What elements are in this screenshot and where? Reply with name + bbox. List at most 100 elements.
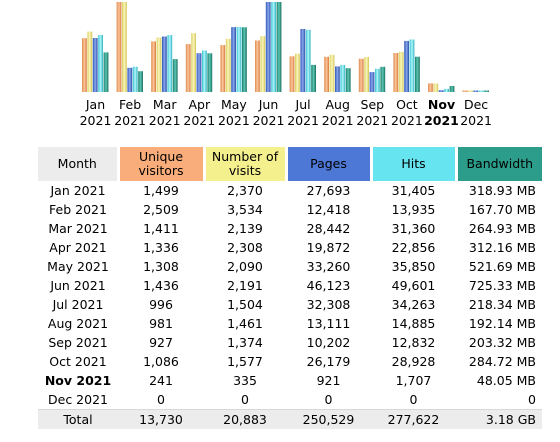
bar-sep-series-4 [380, 66, 386, 92]
bar-jan-series-2 [92, 38, 98, 92]
bar-dec-series-4 [484, 90, 489, 92]
bar-oct-series-3 [409, 39, 415, 92]
cell-hits: 35,850 [391, 259, 436, 274]
bar-aug-series-3 [340, 65, 346, 92]
monthly-stats-table: Month Unique visitors Number of visits P… [38, 147, 542, 429]
cell-month: May 2021 [47, 259, 109, 274]
cell-visits: 335 [233, 373, 257, 388]
header-number-of-visits: Number of visits [204, 147, 288, 181]
tick-label-year: 2021 [322, 113, 354, 128]
cell-hits: 13,935 [391, 202, 436, 217]
bar-apr-series-1 [191, 33, 196, 92]
bar-mar-series-0 [151, 41, 156, 92]
table-row: Sep 2021 927 1,374 10,202 12,832 203.32 MB [38, 333, 542, 352]
cell-pages: 27,693 [306, 183, 351, 198]
bar-may-series-3 [236, 27, 242, 92]
cell-visits: 3,534 [227, 202, 263, 217]
table-row: Aug 2021 981 1,461 13,111 14,885 192.14 MB [38, 314, 542, 333]
cell-visitors: 0 [157, 392, 165, 407]
cell-visitors: 996 [149, 297, 173, 312]
cell-visits: 1,461 [227, 316, 263, 331]
cell-pages: 33,260 [306, 259, 351, 274]
tick-label-year: 2021 [218, 113, 250, 128]
bar-nov-series-1 [433, 83, 439, 92]
bar-apr-series-2 [196, 53, 202, 92]
table-row: Jun 2021 1,436 2,191 46,123 49,601 725.33 MB [38, 276, 542, 295]
tick-label-year: 2021 [253, 113, 285, 128]
tick-label-month: Jul [295, 97, 311, 112]
tick-label-year: 2021 [424, 113, 459, 128]
bar-oct-series-2 [404, 40, 409, 92]
table-row: Feb 2021 2,509 3,534 12,418 13,935 167.70 MB [38, 200, 542, 219]
total-pages: 250,529 [286, 409, 371, 429]
cell-month: Jul 2021 [52, 297, 104, 312]
tick-label-month: Oct [396, 97, 418, 112]
bar-jul-series-3 [305, 29, 311, 92]
cell-bandwidth: 48.05 MB [476, 373, 536, 388]
table-header-row: Month Unique visitors Number of visits P… [38, 147, 542, 181]
bar-jan-series-0 [82, 38, 87, 92]
bar-feb-series-0 [116, 2, 122, 92]
bar-mar-series-1 [156, 37, 162, 92]
bar-jun-series-0 [255, 40, 260, 92]
bar-may-series-0 [220, 45, 226, 92]
cell-hits: 22,856 [391, 240, 436, 255]
cell-bandwidth: 192.14 MB [468, 316, 536, 331]
bar-oct-series-4 [415, 56, 420, 92]
bar-jul-series-1 [295, 53, 300, 92]
bar-jul-series-4 [311, 64, 316, 92]
cell-visitors: 1,308 [143, 259, 179, 274]
cell-visits: 0 [241, 392, 249, 407]
cell-visits: 1,577 [227, 354, 263, 369]
cell-visits: 2,090 [227, 259, 263, 274]
cell-visits: 2,370 [227, 183, 263, 198]
cell-pages: 0 [324, 392, 333, 407]
cell-bandwidth: 318.93 MB [468, 183, 536, 198]
bar-jan-series-4 [103, 52, 109, 92]
tick-label-year: 2021 [356, 113, 388, 128]
cell-visits: 1,504 [227, 297, 263, 312]
cell-pages: 32,308 [306, 297, 351, 312]
bar-aug-series-4 [345, 68, 351, 92]
bar-may-series-4 [242, 27, 247, 92]
total-hits: 277,622 [371, 409, 456, 429]
bar-mar-series-4 [172, 59, 178, 92]
cell-visitors: 1,411 [143, 221, 179, 236]
cell-bandwidth: 0 [528, 392, 536, 407]
table-row: May 2021 1,308 2,090 33,260 35,850 521.69 MB [38, 257, 542, 276]
bar-jul-series-2 [300, 29, 306, 92]
tick-label-month: Aug [325, 97, 349, 112]
tick-label-year: 2021 [287, 113, 319, 128]
cell-hits: 14,885 [391, 316, 436, 331]
bar-apr-series-4 [207, 53, 213, 92]
bar-dec-series-2 [473, 90, 479, 92]
bar-may-series-2 [231, 27, 236, 93]
tick-label-year: 2021 [114, 113, 146, 128]
bar-dec-series-1 [468, 90, 473, 92]
cell-bandwidth: 725.33 MB [468, 278, 536, 293]
bar-feb-series-4 [138, 71, 143, 92]
bar-dec-series-0 [462, 90, 468, 92]
total-visits: 20,883 [204, 409, 286, 429]
cell-pages: 12,418 [306, 202, 351, 217]
cell-hits: 28,928 [391, 354, 436, 369]
cell-month: Jun 2021 [50, 278, 106, 293]
cell-bandwidth: 167.70 MB [468, 202, 536, 217]
bar-sep-series-1 [364, 57, 369, 92]
cell-hits: 12,832 [391, 335, 436, 350]
bar-mar-series-3 [167, 35, 173, 92]
bar-nov-series-3 [444, 88, 449, 92]
cell-pages: 10,202 [306, 335, 351, 350]
bar-jun-series-4 [276, 2, 282, 92]
bar-apr-series-3 [202, 50, 207, 92]
cell-visitors: 1,086 [143, 354, 179, 369]
bar-jul-series-0 [289, 56, 295, 92]
cell-hits: 34,263 [391, 297, 436, 312]
cell-bandwidth: 521.69 MB [468, 259, 536, 274]
tick-label-month: Mar [153, 97, 177, 112]
cell-month: Oct 2021 [49, 354, 107, 369]
total-bandwidth: 3.18 GB [456, 409, 542, 429]
header-pages: Pages [286, 147, 373, 181]
cell-bandwidth: 284.72 MB [468, 354, 536, 369]
tick-label-month: Sep [361, 97, 385, 112]
